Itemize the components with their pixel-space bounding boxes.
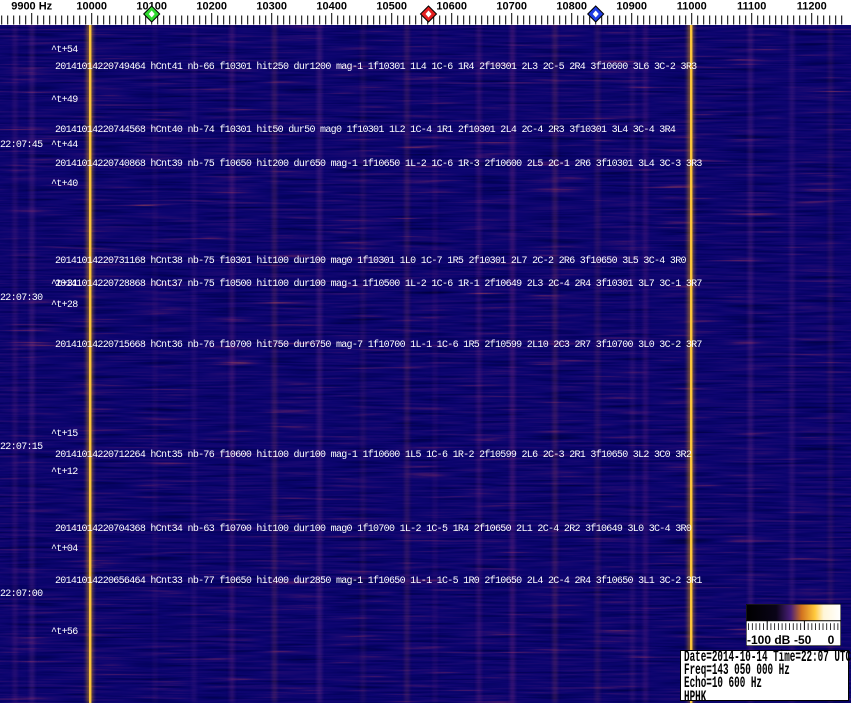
svg-text:10200: 10200 bbox=[196, 1, 227, 13]
svg-text:-50: -50 bbox=[794, 633, 812, 646]
svg-text:10000: 10000 bbox=[76, 1, 107, 13]
svg-text:10300: 10300 bbox=[256, 1, 287, 13]
svg-text:0: 0 bbox=[828, 633, 835, 646]
svg-text:10400: 10400 bbox=[316, 1, 347, 13]
svg-text:11100: 11100 bbox=[737, 1, 766, 13]
svg-text:10600: 10600 bbox=[436, 1, 467, 13]
svg-text:10900: 10900 bbox=[616, 1, 647, 13]
svg-text:10700: 10700 bbox=[496, 1, 527, 13]
svg-text:-100 dB: -100 dB bbox=[747, 633, 791, 646]
svg-text:11200: 11200 bbox=[797, 1, 827, 13]
svg-text:10500: 10500 bbox=[376, 1, 407, 13]
svg-text:11000: 11000 bbox=[677, 1, 707, 13]
svg-text:10800: 10800 bbox=[556, 1, 587, 13]
svg-text:9900 Hz: 9900 Hz bbox=[11, 1, 52, 13]
